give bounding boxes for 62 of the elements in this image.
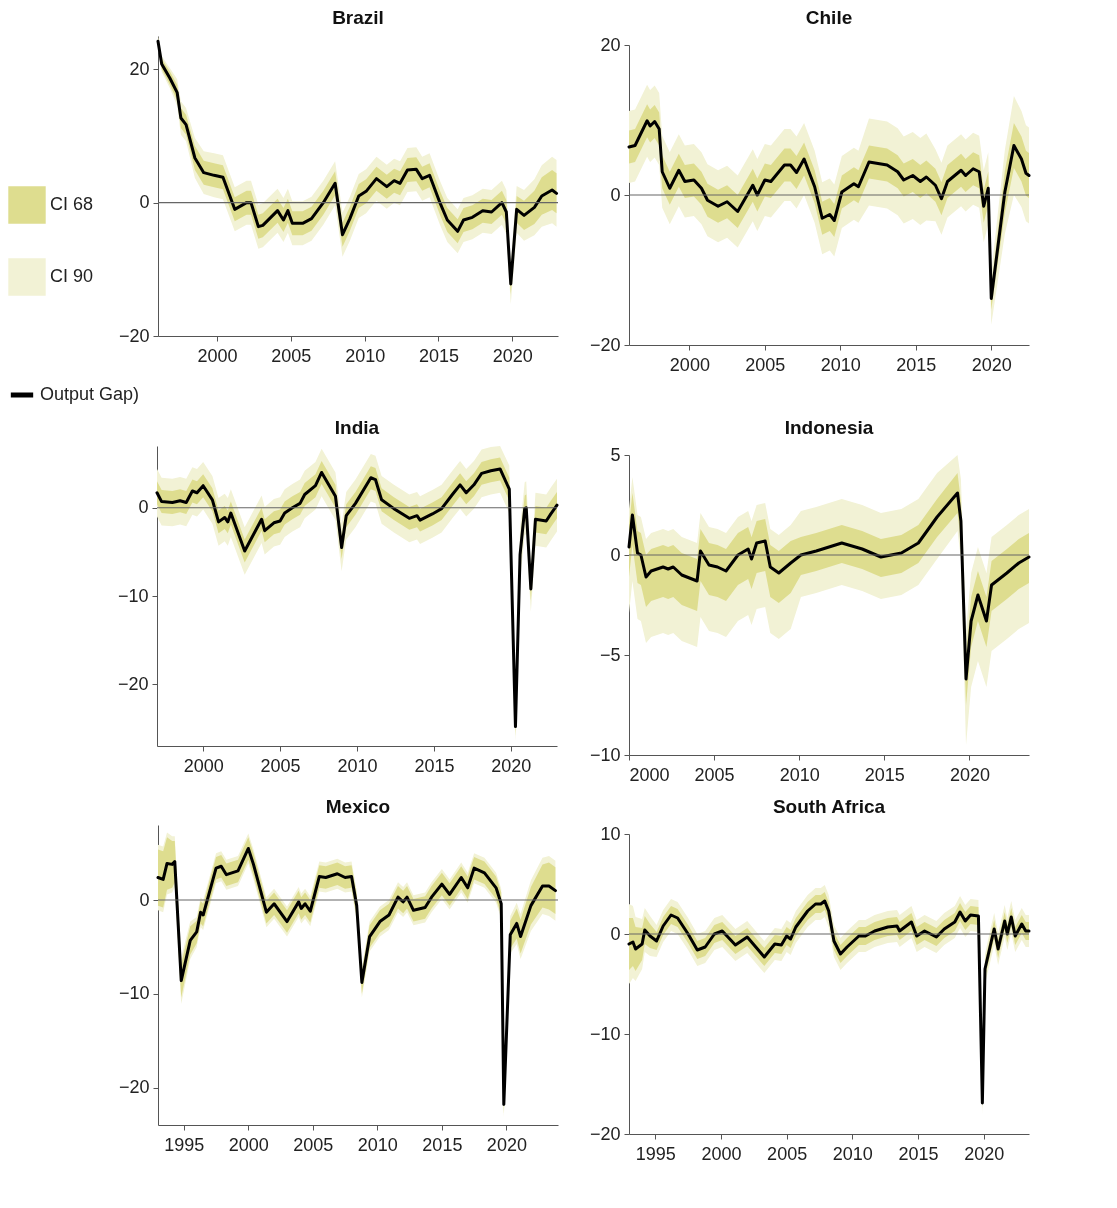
- y-tick-label: 0: [610, 544, 621, 565]
- x-tick-label: 2000: [228, 1134, 269, 1155]
- chart-title: Brazil: [332, 7, 384, 28]
- y-tick-label: 0: [610, 184, 621, 205]
- legend-label: Output Gap): [40, 384, 140, 404]
- x-tick-label: 2010: [820, 354, 861, 375]
- x-tick-label: 2005: [260, 755, 301, 776]
- x-tick-label: 2000: [183, 755, 224, 776]
- x-tick-label: 2020: [964, 1143, 1005, 1164]
- x-tick-label: 2000: [701, 1143, 742, 1164]
- y-tick-label: 0: [610, 923, 621, 944]
- x-tick-label: 2020: [492, 345, 533, 366]
- x-tick-label: 2005: [271, 345, 312, 366]
- y-tick-label: −20: [117, 673, 149, 694]
- x-tick-label: 2005: [767, 1143, 808, 1164]
- x-tick-label: 2010: [345, 345, 386, 366]
- x-tick-label: 2000: [197, 345, 238, 366]
- chart-title: India: [334, 417, 380, 438]
- x-tick-label: 2005: [293, 1134, 334, 1155]
- y-tick-label: 20: [600, 34, 621, 55]
- x-tick-label: 2010: [832, 1143, 873, 1164]
- x-tick-label: 2015: [864, 764, 905, 785]
- y-tick-label: −10: [118, 983, 150, 1004]
- x-tick-label: 2015: [414, 755, 455, 776]
- x-tick-label: 2015: [898, 1143, 939, 1164]
- x-tick-label: 1995: [635, 1143, 676, 1164]
- line-series: [627, 491, 1031, 681]
- legend-label: CI 90: [50, 266, 94, 286]
- y-tick-label: 10: [600, 823, 621, 844]
- x-tick-label: 2020: [491, 755, 532, 776]
- x-tick-label: 1995: [164, 1134, 205, 1155]
- x-tick-label: 2020: [971, 354, 1012, 375]
- x-tick-label: 2020: [949, 764, 990, 785]
- x-tick-label: 2010: [357, 1134, 398, 1155]
- x-tick-label: 2010: [779, 764, 820, 785]
- y-tick-label: 0: [138, 497, 149, 518]
- x-tick-label: 2020: [486, 1134, 527, 1155]
- y-tick-label: −5: [599, 644, 621, 665]
- x-tick-label: 2000: [669, 354, 710, 375]
- x-tick-label: 2000: [629, 764, 670, 785]
- y-tick-label: 5: [610, 444, 621, 465]
- y-tick-label: −20: [589, 334, 621, 355]
- y-tick-label: 20: [129, 58, 150, 79]
- y-tick-label: −10: [589, 1023, 621, 1044]
- x-tick-label: 2015: [418, 345, 459, 366]
- chart-title: South Africa: [772, 796, 886, 817]
- x-tick-label: 2005: [745, 354, 786, 375]
- chart-title: Indonesia: [784, 417, 874, 438]
- chart-title: Chile: [805, 7, 853, 28]
- x-tick-label: 2015: [422, 1134, 463, 1155]
- y-tick-label: −10: [589, 744, 621, 765]
- chart-title: Mexico: [325, 796, 391, 817]
- x-tick-label: 2005: [694, 764, 735, 785]
- y-tick-label: 0: [139, 889, 150, 910]
- x-tick-label: 2015: [896, 354, 937, 375]
- y-tick-label: −10: [117, 585, 149, 606]
- y-tick-label: −20: [118, 325, 150, 346]
- x-tick-label: 2010: [337, 755, 378, 776]
- y-tick-label: 0: [139, 192, 150, 213]
- legend-label: CI 68: [50, 194, 94, 214]
- y-tick-label: −20: [118, 1077, 150, 1097]
- y-tick-label: −20: [589, 1123, 621, 1144]
